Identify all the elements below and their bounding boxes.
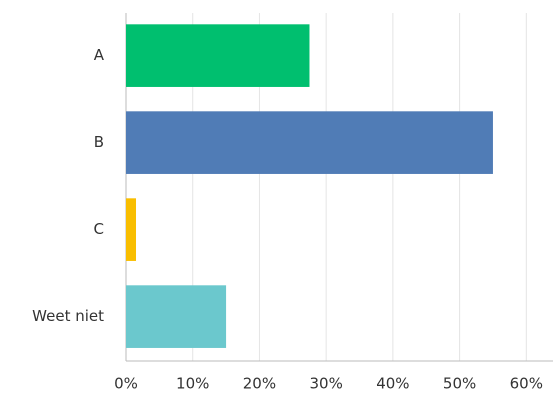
- bar: [126, 24, 310, 87]
- x-tick-label: 0%: [114, 375, 138, 393]
- x-tick-label: 20%: [243, 375, 276, 393]
- y-tick-label: C: [94, 220, 104, 238]
- bar: [126, 198, 137, 261]
- x-tick-label: 30%: [309, 375, 342, 393]
- bar: [126, 285, 227, 348]
- y-tick-label: Weet niet: [32, 307, 104, 325]
- y-tick-label: A: [94, 46, 105, 64]
- y-tick-label: B: [94, 133, 104, 151]
- x-tick-label: 60%: [510, 375, 543, 393]
- x-tick-label: 40%: [376, 375, 409, 393]
- bar: [126, 111, 493, 174]
- x-tick-label: 10%: [176, 375, 209, 393]
- x-tick-label: 50%: [443, 375, 476, 393]
